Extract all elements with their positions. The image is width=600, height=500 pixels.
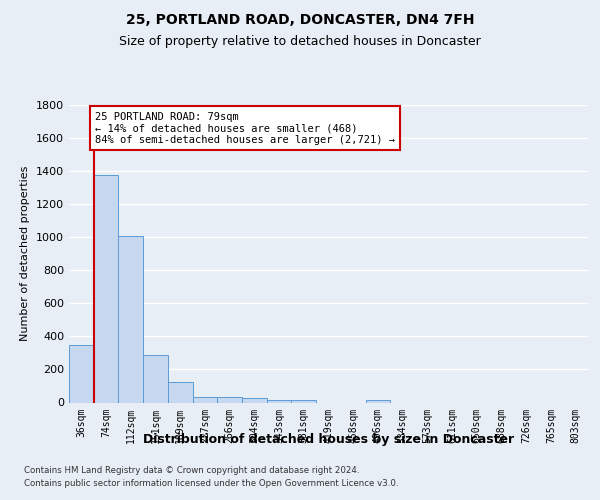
Bar xyxy=(267,400,292,402)
Bar xyxy=(168,382,193,402)
Bar xyxy=(94,175,118,402)
Text: Contains HM Land Registry data © Crown copyright and database right 2024.: Contains HM Land Registry data © Crown c… xyxy=(24,466,359,475)
Bar xyxy=(292,400,316,402)
Bar xyxy=(193,396,217,402)
Text: 25 PORTLAND ROAD: 79sqm
← 14% of detached houses are smaller (468)
84% of semi-d: 25 PORTLAND ROAD: 79sqm ← 14% of detache… xyxy=(95,112,395,145)
Bar xyxy=(69,344,94,403)
Bar xyxy=(365,400,390,402)
Bar xyxy=(143,356,168,403)
Bar xyxy=(118,236,143,402)
Bar xyxy=(242,398,267,402)
Text: Contains public sector information licensed under the Open Government Licence v3: Contains public sector information licen… xyxy=(24,478,398,488)
Bar xyxy=(217,396,242,402)
Text: 25, PORTLAND ROAD, DONCASTER, DN4 7FH: 25, PORTLAND ROAD, DONCASTER, DN4 7FH xyxy=(126,12,474,26)
Text: Distribution of detached houses by size in Doncaster: Distribution of detached houses by size … xyxy=(143,432,514,446)
Text: Size of property relative to detached houses in Doncaster: Size of property relative to detached ho… xyxy=(119,35,481,48)
Y-axis label: Number of detached properties: Number of detached properties xyxy=(20,166,31,342)
